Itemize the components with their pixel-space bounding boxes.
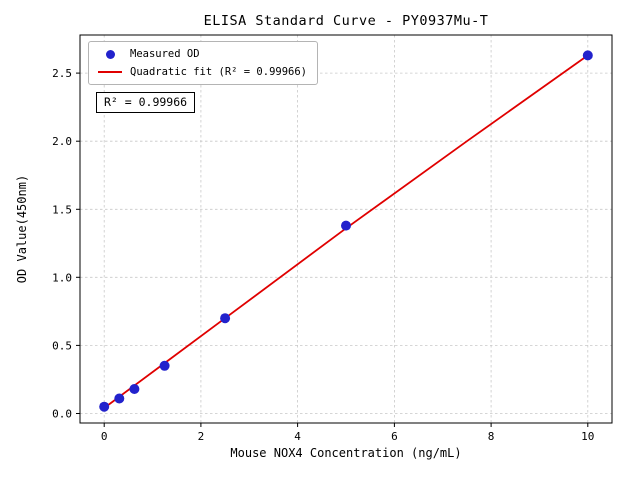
data-point: [220, 313, 231, 324]
svg-text:1.5: 1.5: [52, 203, 72, 216]
chart-title: ELISA Standard Curve - PY0937Mu-T: [203, 13, 489, 29]
data-point: [99, 401, 110, 412]
r-squared-annotation: R² = 0.99966: [96, 92, 196, 113]
legend-entry-measured-od: Measured OD: [97, 47, 307, 61]
svg-text:0.0: 0.0: [52, 408, 72, 421]
scatter-points: [99, 50, 593, 412]
svg-text:2.0: 2.0: [52, 135, 72, 148]
legend-dot-marker-icon: [97, 49, 123, 59]
svg-text:8: 8: [488, 430, 495, 443]
y-axis-ticks: 0.0 0.5 1.0 1.5 2.0 2.5: [52, 67, 80, 421]
svg-text:1.0: 1.0: [52, 271, 72, 284]
gridlines: [80, 35, 612, 423]
legend-label-measured-od: Measured OD: [130, 48, 200, 60]
data-point: [159, 360, 170, 371]
data-point: [129, 384, 140, 394]
data-point: [582, 50, 593, 61]
plot-border: [79, 34, 613, 424]
svg-text:2.5: 2.5: [52, 67, 72, 80]
legend-entry-quadratic-fit: Quadratic fit (R² = 0.99966): [97, 65, 307, 79]
data-point: [114, 393, 125, 404]
svg-text:10: 10: [581, 430, 594, 443]
data-point: [341, 220, 351, 231]
svg-text:2: 2: [198, 430, 205, 443]
x-axis-label: Mouse NOX4 Concentration (ng/mL): [230, 446, 462, 460]
x-axis-ticks: 0 2 4 6 8 10: [101, 423, 594, 443]
svg-text:0: 0: [101, 430, 108, 443]
legend: Measured OD Quadratic fit (R² = 0.99966): [88, 41, 319, 85]
y-axis-label: OD Value(450nm): [15, 174, 29, 284]
svg-text:0.5: 0.5: [52, 339, 72, 352]
svg-text:4: 4: [294, 430, 301, 443]
svg-text:6: 6: [391, 430, 398, 443]
legend-label-quadratic-fit: Quadratic fit (R² = 0.99966): [130, 66, 308, 78]
quadratic-fit-line: [103, 54, 589, 409]
legend-line-marker-icon: [97, 71, 123, 73]
